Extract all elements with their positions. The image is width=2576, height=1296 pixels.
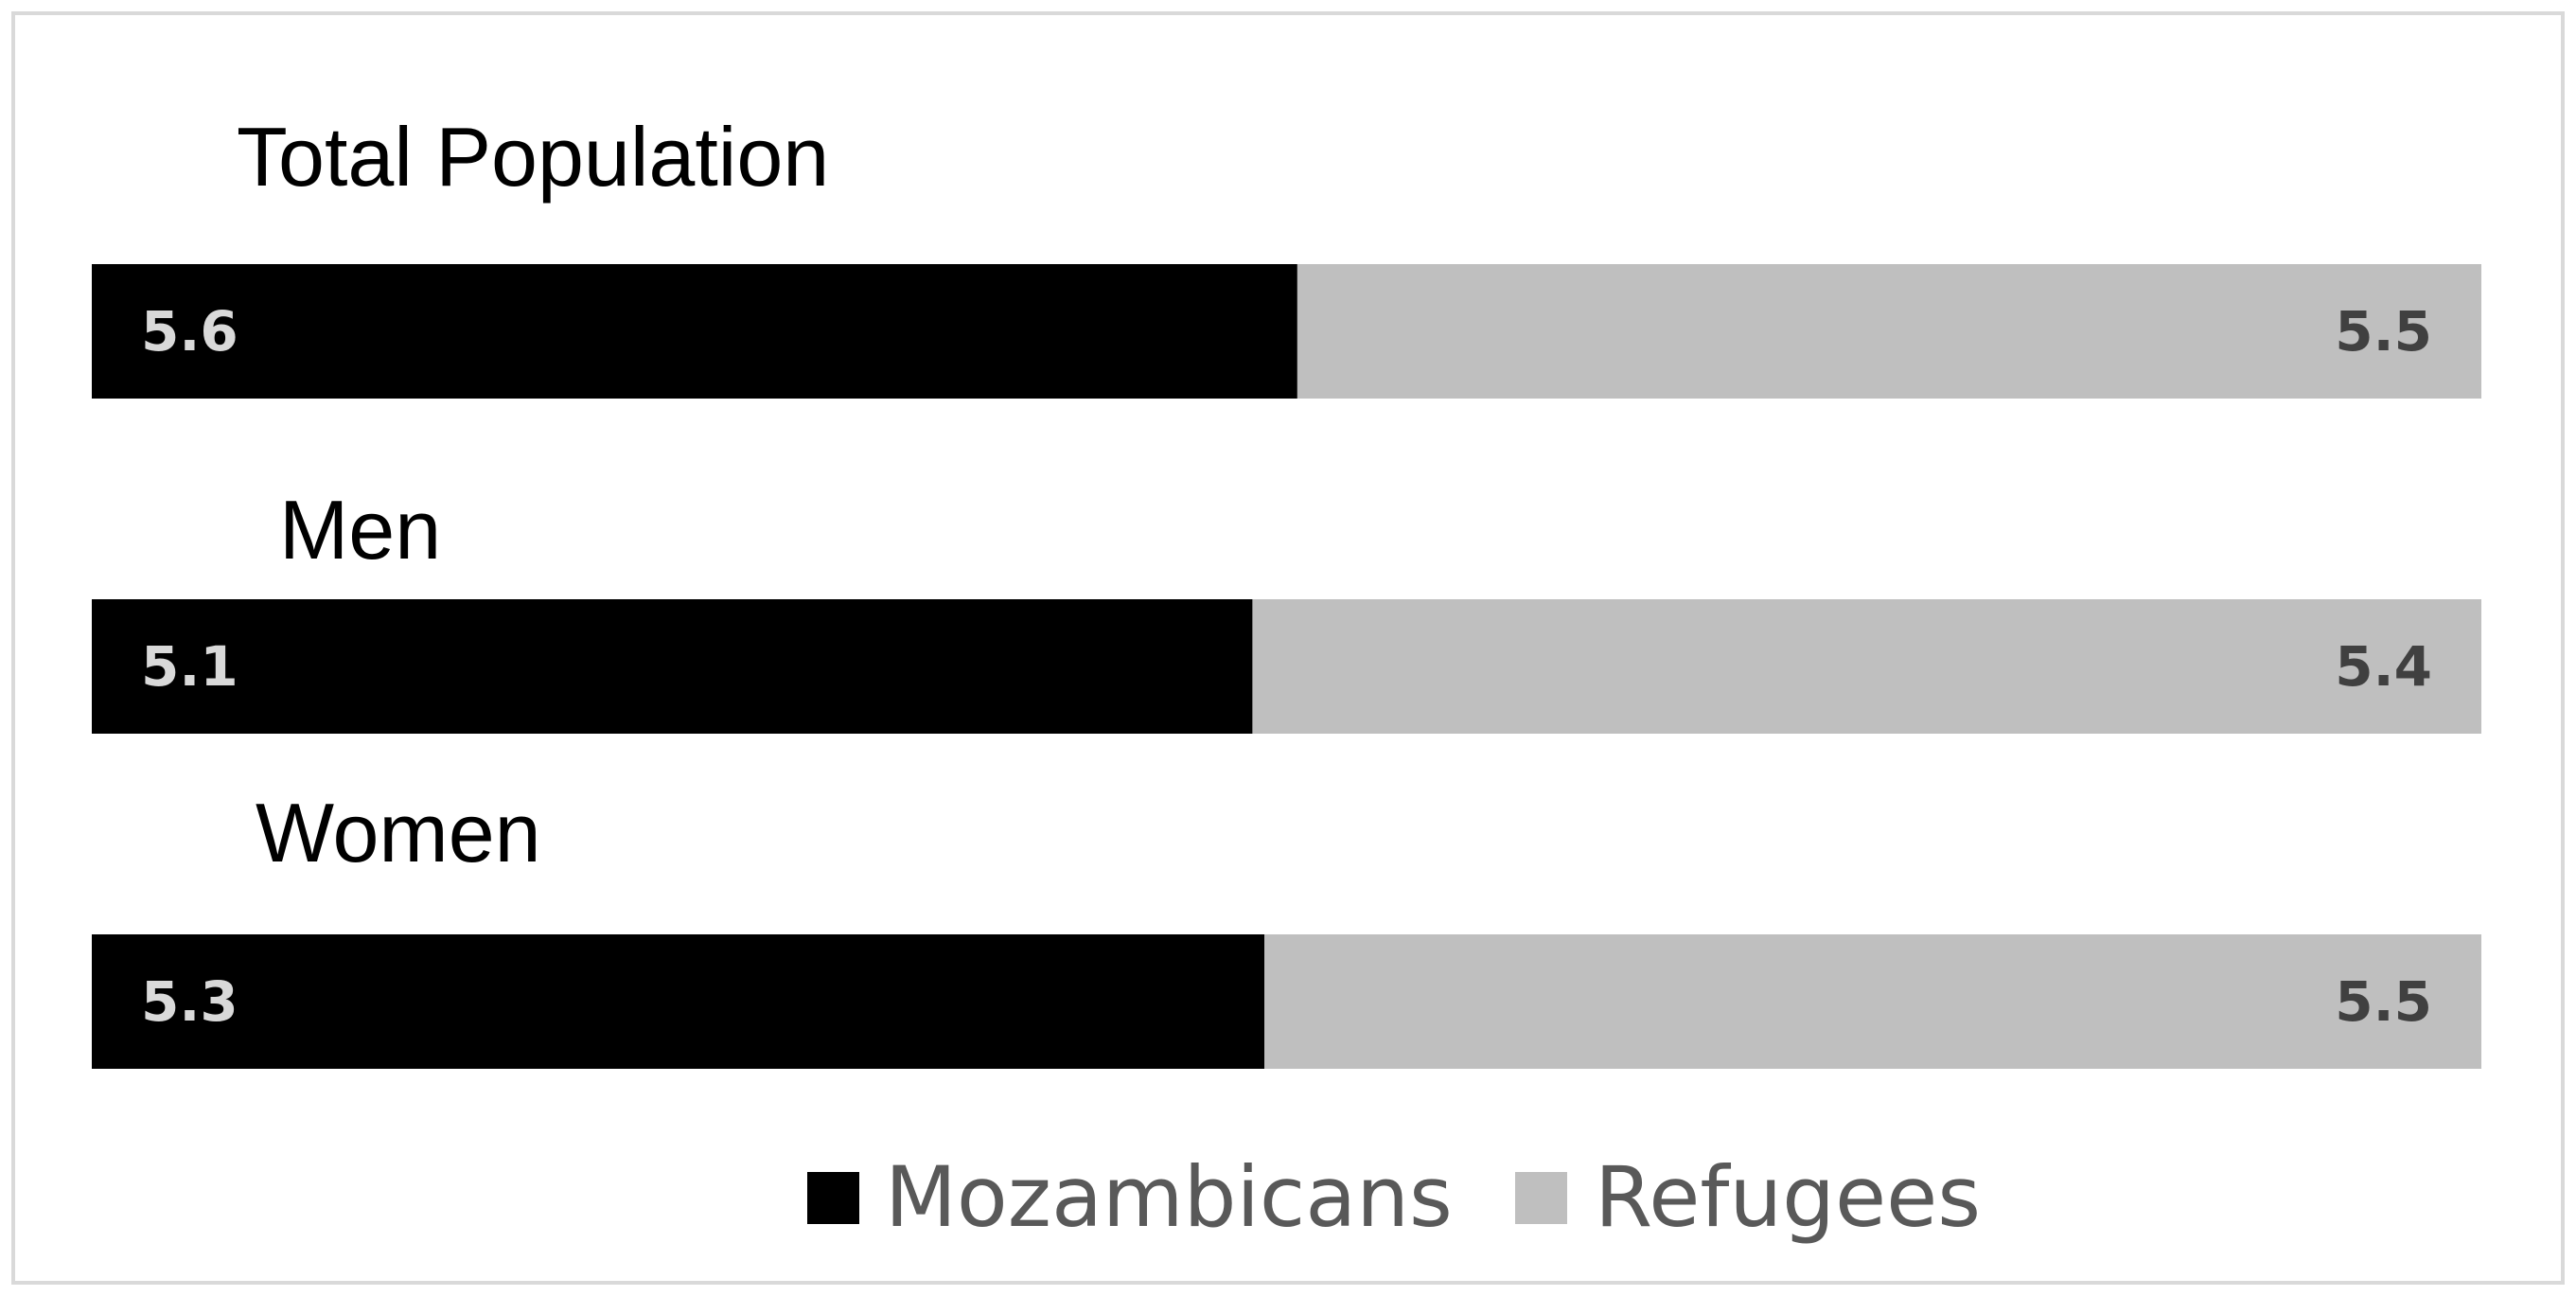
legend-swatch-refugees: [1515, 1172, 1567, 1224]
category-label-total-population: Total Population: [237, 110, 829, 204]
data-label-refugees-women: 5.5: [2335, 969, 2432, 1034]
bar-refugees-total-population: [1297, 264, 2481, 399]
category-label-men: Men: [279, 483, 441, 577]
data-label-refugees-men: 5.4: [2335, 634, 2432, 699]
legend-label-refugees: Refugees: [1595, 1148, 1981, 1246]
bar-refugees-women: [1264, 934, 2481, 1069]
labels-layer: Total Population 5.6 5.5 Men 5.1 5.4 Women 5.3 5…: [141, 110, 2432, 1034]
category-label-women: Women: [256, 786, 541, 879]
legend: Mozambicans Refugees: [807, 1148, 1981, 1246]
data-label-mozambicans-total-population: 5.6: [141, 299, 238, 364]
bar-mozambicans-men: [92, 599, 1253, 734]
bar-refugees-men: [1252, 599, 2481, 734]
legend-label-mozambicans: Mozambicans: [885, 1148, 1453, 1246]
bar-mozambicans-women: [92, 934, 1265, 1069]
bar-mozambicans-total-population: [92, 264, 1297, 399]
bars-layer: [92, 264, 2481, 1069]
data-label-mozambicans-women: 5.3: [141, 969, 238, 1034]
data-label-refugees-total-population: 5.5: [2335, 299, 2432, 364]
data-label-mozambicans-men: 5.1: [141, 634, 238, 699]
legend-swatch-mozambicans: [807, 1172, 859, 1224]
